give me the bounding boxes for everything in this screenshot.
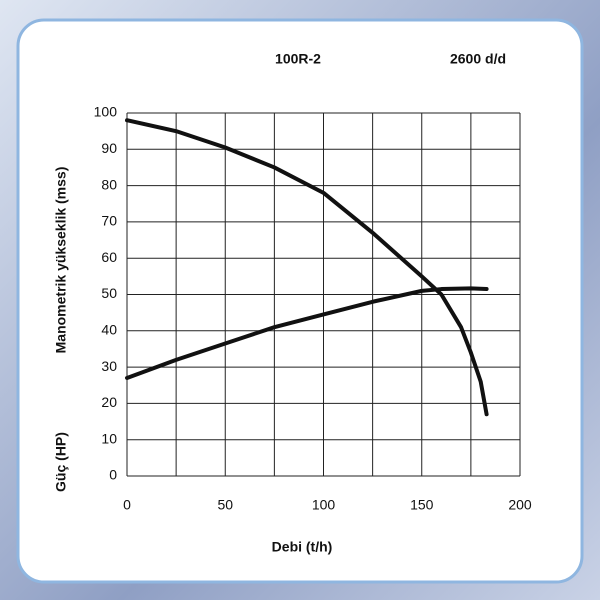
y-tick-label: 10 bbox=[101, 430, 117, 446]
y-tick-label: 60 bbox=[101, 249, 117, 265]
y-tick-label: 70 bbox=[101, 213, 117, 229]
y-tick-label: 100 bbox=[94, 104, 118, 120]
y-tick-label: 80 bbox=[101, 176, 117, 192]
y2-axis-label: Güç (HP) bbox=[53, 432, 69, 492]
y-tick-label: 20 bbox=[101, 394, 117, 410]
x-tick-label: 150 bbox=[410, 497, 434, 513]
y-tick-label: 50 bbox=[101, 285, 117, 301]
data-line bbox=[125, 286, 489, 380]
y-tick-label: 40 bbox=[101, 322, 117, 338]
chart-title: 100R-2 bbox=[275, 51, 321, 67]
chart-subtitle: 2600 d/d bbox=[450, 51, 506, 67]
x-tick-label: 0 bbox=[123, 497, 131, 513]
y-tick-label: 90 bbox=[101, 140, 117, 156]
x-axis-label: Debi (t/h) bbox=[272, 539, 333, 555]
x-tick-label: 50 bbox=[217, 497, 233, 513]
data-line bbox=[125, 118, 489, 417]
y-tick-label: 0 bbox=[109, 467, 117, 483]
x-tick-label: 200 bbox=[508, 497, 532, 513]
y-axis-label: Manometrik yükseklik (mss) bbox=[53, 167, 69, 354]
panel bbox=[16, 18, 584, 584]
x-tick-label: 100 bbox=[312, 497, 336, 513]
y-tick-label: 30 bbox=[101, 358, 117, 374]
